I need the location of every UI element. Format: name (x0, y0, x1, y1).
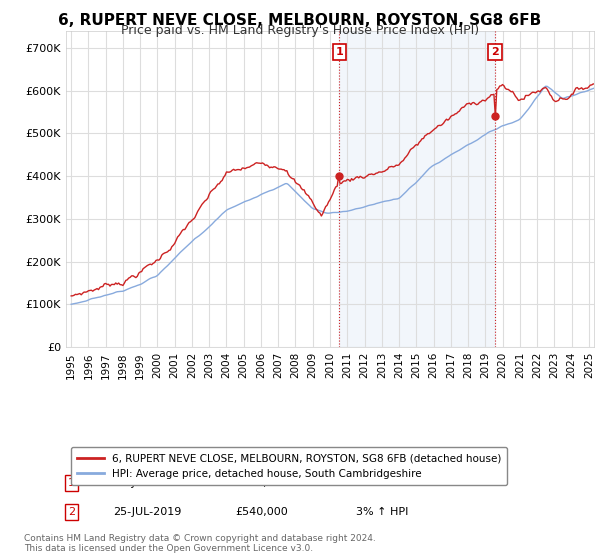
Text: 1: 1 (68, 478, 75, 488)
Text: 1: 1 (335, 47, 343, 57)
Text: 2: 2 (68, 507, 75, 517)
Text: 6, RUPERT NEVE CLOSE, MELBOURN, ROYSTON, SG8 6FB: 6, RUPERT NEVE CLOSE, MELBOURN, ROYSTON,… (58, 13, 542, 28)
Text: 16-JUL-2010: 16-JUL-2010 (113, 478, 182, 488)
Text: 2: 2 (491, 47, 499, 57)
Text: Price paid vs. HM Land Registry's House Price Index (HPI): Price paid vs. HM Land Registry's House … (121, 24, 479, 37)
Legend: 6, RUPERT NEVE CLOSE, MELBOURN, ROYSTON, SG8 6FB (detached house), HPI: Average : 6, RUPERT NEVE CLOSE, MELBOURN, ROYSTON,… (71, 447, 508, 485)
Text: 25-JUL-2019: 25-JUL-2019 (113, 507, 182, 517)
Text: 16% ↑ HPI: 16% ↑ HPI (356, 478, 416, 488)
Bar (340, 31, 495, 347)
Text: £400,000: £400,000 (235, 478, 288, 488)
Text: Contains HM Land Registry data © Crown copyright and database right 2024.
This d: Contains HM Land Registry data © Crown c… (24, 534, 376, 553)
Text: 3% ↑ HPI: 3% ↑ HPI (356, 507, 409, 517)
Text: £540,000: £540,000 (235, 507, 288, 517)
